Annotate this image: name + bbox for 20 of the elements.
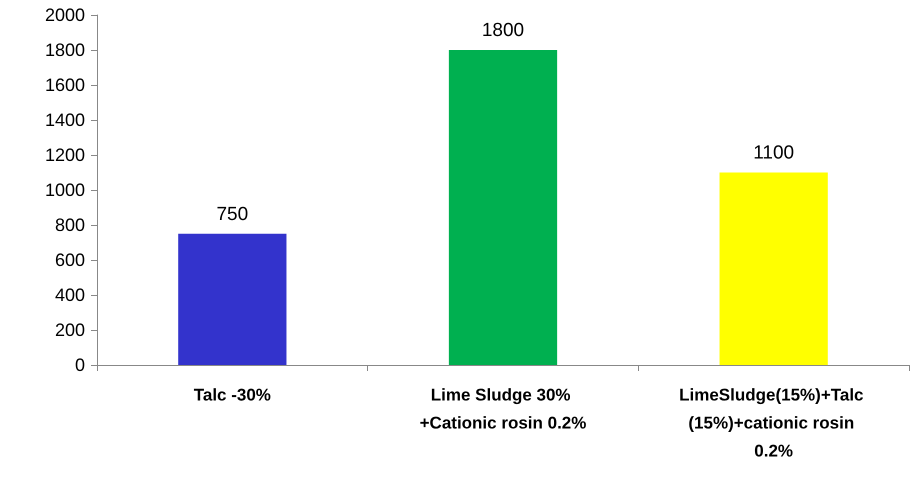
data-label: 1800 [482, 20, 524, 41]
y-tick-label: 1000 [44, 180, 85, 200]
data-label: 1100 [753, 142, 794, 164]
y-tick-label: 600 [54, 250, 85, 270]
y-tick-label: 1600 [44, 75, 85, 95]
y-tick-label: 800 [54, 215, 85, 235]
y-tick-label: 1200 [44, 145, 85, 165]
x-tick-label: Talc -30% [194, 386, 271, 404]
bar [720, 172, 828, 365]
data-label: 750 [216, 204, 248, 225]
y-tick-label: 0 [74, 355, 85, 375]
y-tick-label: 200 [54, 320, 85, 340]
y-tick-label: 1800 [44, 40, 85, 60]
bar [448, 50, 558, 365]
y-tick-label: 1400 [44, 110, 85, 130]
bar [178, 234, 286, 365]
x-tick-label: LimeSludge(15%)+Talc (15%)+cationic rosin 0.2% [679, 386, 868, 460]
x-tick-label: Lime Sludge 30% +Cationic rosin 0.2% [420, 386, 586, 432]
y-tick-label: 2000 [44, 5, 85, 25]
y-tick-label: 400 [54, 285, 85, 305]
